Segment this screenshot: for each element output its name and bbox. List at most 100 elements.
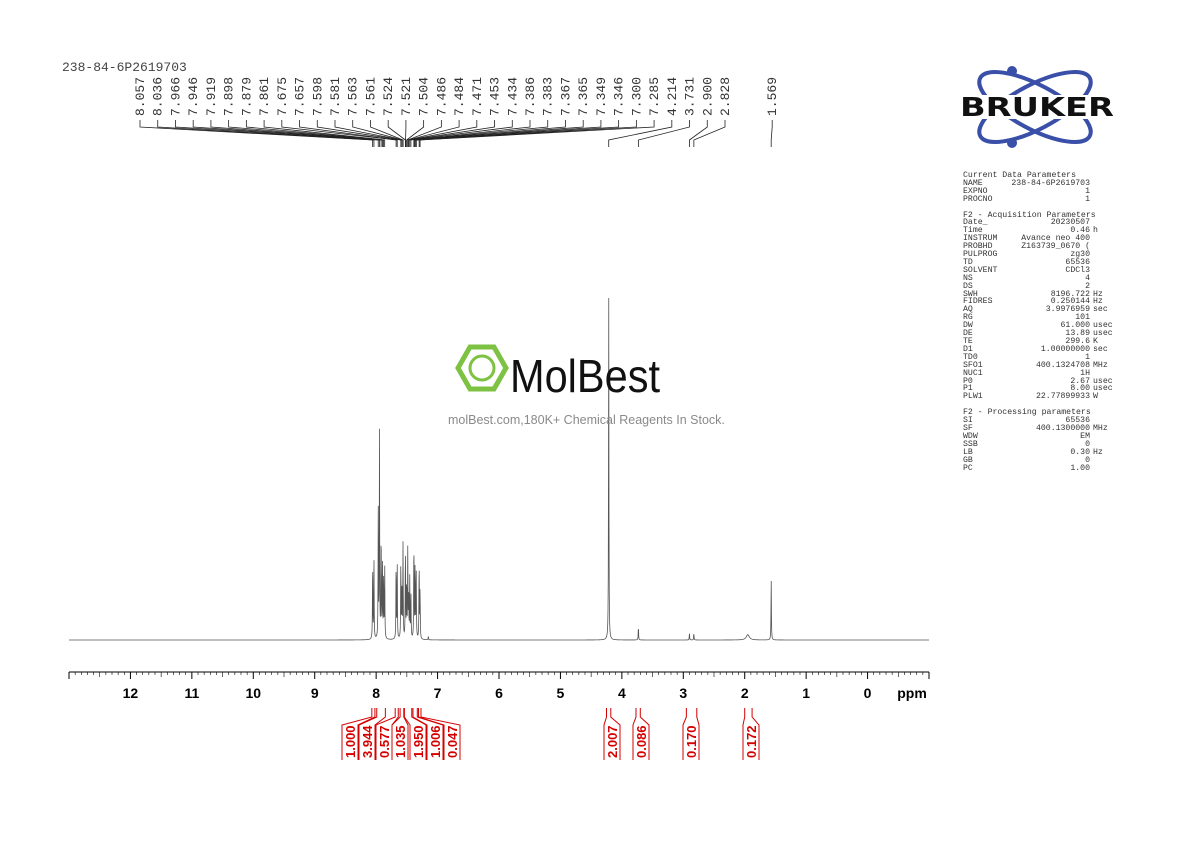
peak-label-leader	[408, 120, 478, 147]
peak-label-leader	[637, 120, 690, 147]
peak-label-leader	[210, 120, 382, 147]
parameter-name: PULPROG	[963, 250, 998, 260]
parameter-value: 8.00	[1070, 384, 1090, 394]
parameter-value: 400.1324708	[1035, 360, 1090, 370]
integral-value: 1.000	[343, 725, 358, 758]
peak-label: 7.504	[417, 77, 432, 116]
peak-label-leader	[316, 120, 402, 147]
parameter-section-heading: Current Data Parameters	[963, 171, 1077, 180]
bruker-electron-icon	[1007, 66, 1017, 76]
parameter-value: 0	[1085, 455, 1090, 465]
parameter-value: 13.89	[1065, 329, 1090, 339]
parameter-value: 22.77899933	[1035, 392, 1090, 402]
parameter-row: SFO1 400.1324708 MHz	[963, 360, 1113, 370]
parameter-name: SSB	[963, 439, 978, 449]
x-tick-label: 12	[123, 685, 139, 701]
parameter-value: 1	[1085, 352, 1090, 362]
peak-label-leader	[413, 120, 549, 147]
parameter-unit: usec	[1093, 329, 1113, 339]
x-tick-label: 3	[679, 685, 687, 701]
peak-label: 7.367	[558, 77, 573, 116]
peak-label-leader	[608, 120, 673, 147]
parameter-unit	[1090, 180, 1093, 188]
parameter-row: INSTRUM Avance neo 400	[963, 235, 1113, 243]
peak-label-leader	[157, 120, 375, 147]
integral-bracket	[403, 708, 427, 760]
peak-label-leader	[689, 120, 708, 147]
peak-label-leader	[418, 120, 637, 147]
parameter-row: DE 13.89 usec	[963, 330, 1113, 338]
parameter-name: PC	[963, 463, 973, 473]
peak-label-leader	[415, 120, 620, 147]
peak-label: 3.731	[683, 77, 698, 116]
parameter-row: Time 0.46 h	[963, 227, 1113, 235]
parameter-name: P1	[963, 384, 973, 394]
parameter-value: 299.6	[1065, 337, 1090, 347]
parameter-unit	[1090, 275, 1093, 283]
parameter-value: 400.1300000	[1035, 423, 1090, 433]
parameter-name: INSTRUM	[963, 234, 998, 244]
peak-label-leader	[139, 120, 374, 147]
parameter-value: Avance neo 400	[1021, 234, 1090, 244]
x-tick-label: 11	[184, 685, 199, 701]
x-tick-label: 5	[557, 685, 565, 701]
parameter-name: FIDRES	[963, 297, 993, 307]
peak-label-leader	[693, 120, 726, 147]
peak-label: 2.900	[700, 77, 715, 116]
parameter-name: SI	[963, 416, 973, 426]
peak-label: 8.036	[151, 77, 166, 116]
parameter-row: D1 1.00000000 sec	[963, 345, 1113, 354]
peak-label-leader	[414, 120, 584, 147]
integral-value: 3.944	[360, 725, 375, 758]
parameter-row: PROBHD Z163739_0670 (	[963, 243, 1113, 251]
x-tick-label: 0	[864, 685, 872, 701]
parameter-unit: h	[1093, 226, 1098, 236]
parameter-unit: Hz	[1093, 447, 1103, 457]
parameter-row: PULPROG zg30	[963, 250, 1113, 260]
peak-label-leader	[770, 120, 773, 147]
parameter-name: NUC1	[963, 368, 983, 378]
parameter-unit	[1090, 259, 1093, 267]
parameter-row: PLW1 22.77899933 W	[963, 393, 1113, 401]
parameter-row: SWH 8196.722 Hz	[963, 290, 1113, 299]
peak-label-leader	[263, 120, 386, 147]
peak-label-leader	[407, 120, 460, 147]
peak-label: 7.486	[434, 77, 449, 116]
peak-label-leader	[407, 120, 442, 147]
x-tick-label: 10	[245, 685, 261, 701]
peak-label: 7.966	[168, 77, 183, 116]
parameter-value: 65536	[1065, 416, 1090, 426]
integral-bracket	[682, 708, 700, 760]
x-tick-label: 2	[741, 685, 749, 701]
peak-label: 7.471	[470, 77, 485, 116]
peak-label-leader	[245, 120, 384, 147]
peak-label-leader	[281, 120, 397, 147]
parameter-name: DW	[963, 321, 973, 331]
x-tick-label: 1	[802, 685, 810, 701]
parameter-value: 4	[1085, 273, 1090, 283]
parameter-value: Z163739_0670 (	[1021, 242, 1090, 252]
parameter-name: PLW1	[963, 392, 983, 402]
peak-label: 7.346	[612, 77, 627, 116]
bruker-text-backdrop	[958, 95, 1116, 119]
integral-value: 1.035	[393, 725, 408, 758]
x-tick-label: 8	[372, 685, 380, 701]
parameter-value: CDCl3	[1065, 265, 1090, 275]
parameter-row: SI 65536	[963, 417, 1113, 425]
integral-value: 1.950	[411, 725, 426, 758]
integral-value: 0.170	[684, 725, 699, 758]
integral-bracket	[341, 708, 376, 760]
integral-bracket	[358, 708, 386, 760]
parameter-row: TD 65536	[963, 258, 1113, 267]
parameter-name: Date_	[963, 218, 988, 228]
parameter-value: 101	[1075, 313, 1090, 323]
parameter-unit: K	[1093, 337, 1098, 347]
parameter-value: EM	[1080, 431, 1090, 441]
parameter-row: EXPNO 1	[963, 187, 1113, 196]
peak-label: 7.898	[222, 77, 237, 116]
parameter-unit: W	[1093, 392, 1098, 402]
peak-label: 7.285	[647, 77, 662, 116]
peak-label: 7.919	[204, 77, 219, 116]
integral-value: 2.007	[605, 725, 620, 758]
